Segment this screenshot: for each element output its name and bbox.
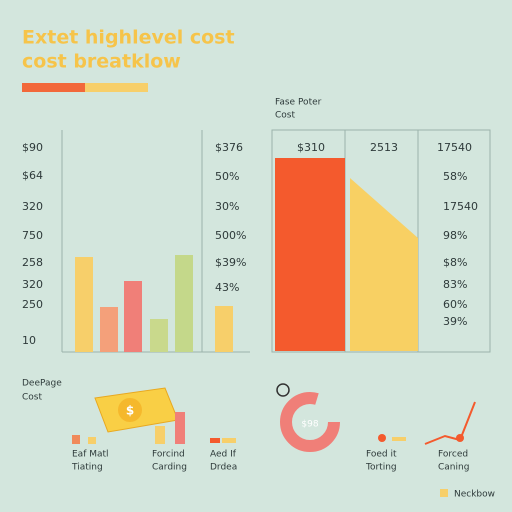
item-sublabel: Torting	[365, 463, 397, 473]
section-subtitle: Cost	[22, 393, 42, 403]
item-label: Foed it	[366, 450, 397, 460]
item-label: Forced	[438, 450, 468, 460]
gauge-label: $98	[301, 420, 318, 430]
axis-label: $64	[22, 169, 43, 182]
axis-label: 250	[22, 298, 43, 311]
panel-frame	[271, 129, 491, 353]
header-label: 2513	[370, 141, 398, 154]
value-label: 30%	[215, 200, 239, 213]
bar	[215, 306, 233, 352]
accent-bar	[85, 83, 148, 92]
value-label: 39%	[443, 315, 467, 328]
bottom-section: DeePage Cost $ $98 Neckbow	[22, 379, 495, 500]
axis-label: $90	[22, 141, 43, 154]
title: Extet highlevel cost	[22, 27, 235, 49]
item-sublabel: Drdea	[210, 463, 237, 473]
bar	[175, 255, 193, 352]
value-label: 17540	[443, 200, 478, 213]
legend-label: Neckbow	[454, 490, 495, 500]
value-label: 43%	[215, 281, 239, 294]
panel-subtitle: Cost	[275, 111, 295, 121]
svg-text:$: $	[126, 404, 134, 418]
item-sublabel: Tiating	[71, 463, 103, 473]
right-panel: Fase Poter Cost	[271, 98, 491, 353]
axis-label: 10	[22, 334, 36, 347]
area	[350, 178, 418, 351]
section-title: DeePage	[22, 379, 62, 389]
item-sublabel: Carding	[152, 463, 187, 473]
item-label: Forcind	[152, 450, 185, 460]
bar	[275, 158, 345, 351]
value-label: $8%	[443, 256, 467, 269]
item-sublabel: Caning	[438, 463, 469, 473]
bar	[75, 257, 93, 352]
item-label: Aed If	[210, 450, 237, 460]
gauge: $98	[276, 383, 340, 452]
header-label: 17540	[437, 141, 472, 154]
panel-title: Fase Poter	[275, 98, 322, 108]
trend-icon	[378, 401, 476, 445]
legend-swatch	[440, 489, 448, 497]
value-label: 500%	[215, 229, 246, 242]
value-label: 60%	[443, 298, 467, 311]
value-label: 83%	[443, 278, 467, 291]
axis-label: 320	[22, 278, 43, 291]
bar	[124, 281, 142, 352]
item-label: Eaf Matl	[72, 450, 109, 460]
bar	[100, 307, 118, 352]
value-label: 98%	[443, 229, 467, 242]
header-label: $310	[297, 141, 325, 154]
money-icon: $	[72, 387, 236, 444]
axis-label: 320	[22, 200, 43, 213]
left-panel	[61, 130, 250, 353]
subtitle: cost breatklow	[22, 51, 181, 73]
value-label: $39%	[215, 256, 246, 269]
value-label: $376	[215, 141, 243, 154]
accent-bar	[22, 83, 85, 92]
value-label: 58%	[443, 170, 467, 183]
axis-label: 750	[22, 229, 43, 242]
axis-label: 258	[22, 256, 43, 269]
value-label: 50%	[215, 170, 239, 183]
bar	[150, 319, 168, 352]
